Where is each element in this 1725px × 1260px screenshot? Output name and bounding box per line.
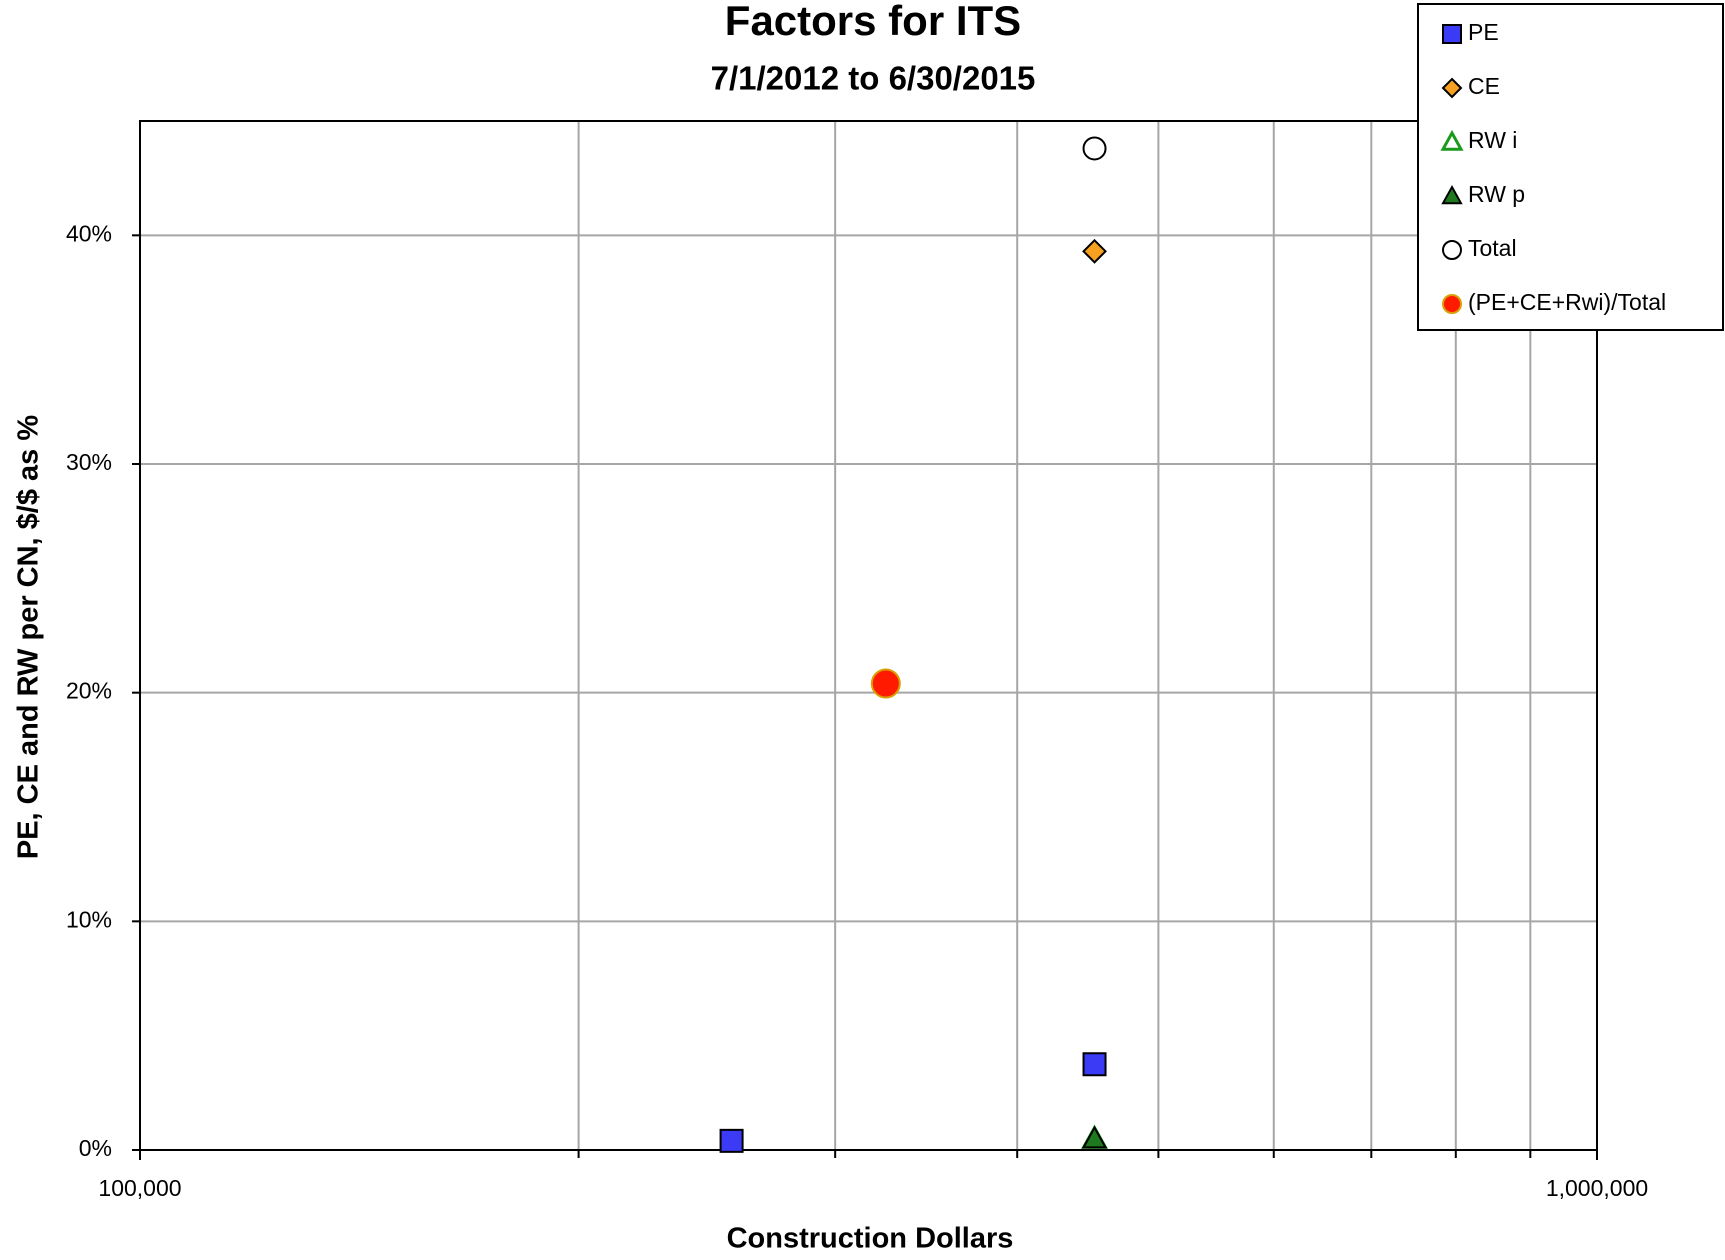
x-axis-title: Construction Dollars <box>727 1223 1014 1255</box>
legend-label: PE <box>1468 19 1499 45</box>
legend-label: CE <box>1468 73 1500 99</box>
marker-circle <box>1442 240 1462 260</box>
y-tick-label: 40% <box>66 220 112 246</box>
y-tick-label: 30% <box>66 449 112 475</box>
marker-triangle <box>1441 184 1463 205</box>
marker-square <box>1082 1052 1107 1077</box>
marker-circle <box>1442 294 1462 314</box>
marker-diamond <box>1082 238 1107 264</box>
marker-circle <box>870 668 901 699</box>
legend-box <box>1417 3 1724 331</box>
legend-label: (PE+CE+Rwi)/Total <box>1468 289 1666 315</box>
y-tick-label: 10% <box>66 906 112 932</box>
marker-triangle <box>1081 1125 1108 1149</box>
marker-diamond <box>1441 77 1463 99</box>
marker-square <box>719 1128 744 1153</box>
legend-label: RW p <box>1468 181 1525 207</box>
marker-square <box>1442 24 1462 44</box>
y-axis-title: PE, CE and RW per CN, $/$ as % <box>13 415 45 859</box>
chart-subtitle: 7/1/2012 to 6/30/2015 <box>711 60 1036 97</box>
marker-triangle <box>1440 129 1464 151</box>
x-tick-label: 1,000,000 <box>1546 1175 1648 1201</box>
marker-circle <box>1082 136 1107 161</box>
y-tick-label: 0% <box>79 1135 112 1161</box>
x-tick-label: 100,000 <box>98 1175 181 1201</box>
legend-label: Total <box>1468 235 1517 261</box>
plot-frame <box>139 120 1598 1151</box>
legend-label: RW i <box>1468 127 1517 153</box>
y-tick-label: 20% <box>66 678 112 704</box>
chart-title: Factors for ITS <box>725 0 1021 44</box>
